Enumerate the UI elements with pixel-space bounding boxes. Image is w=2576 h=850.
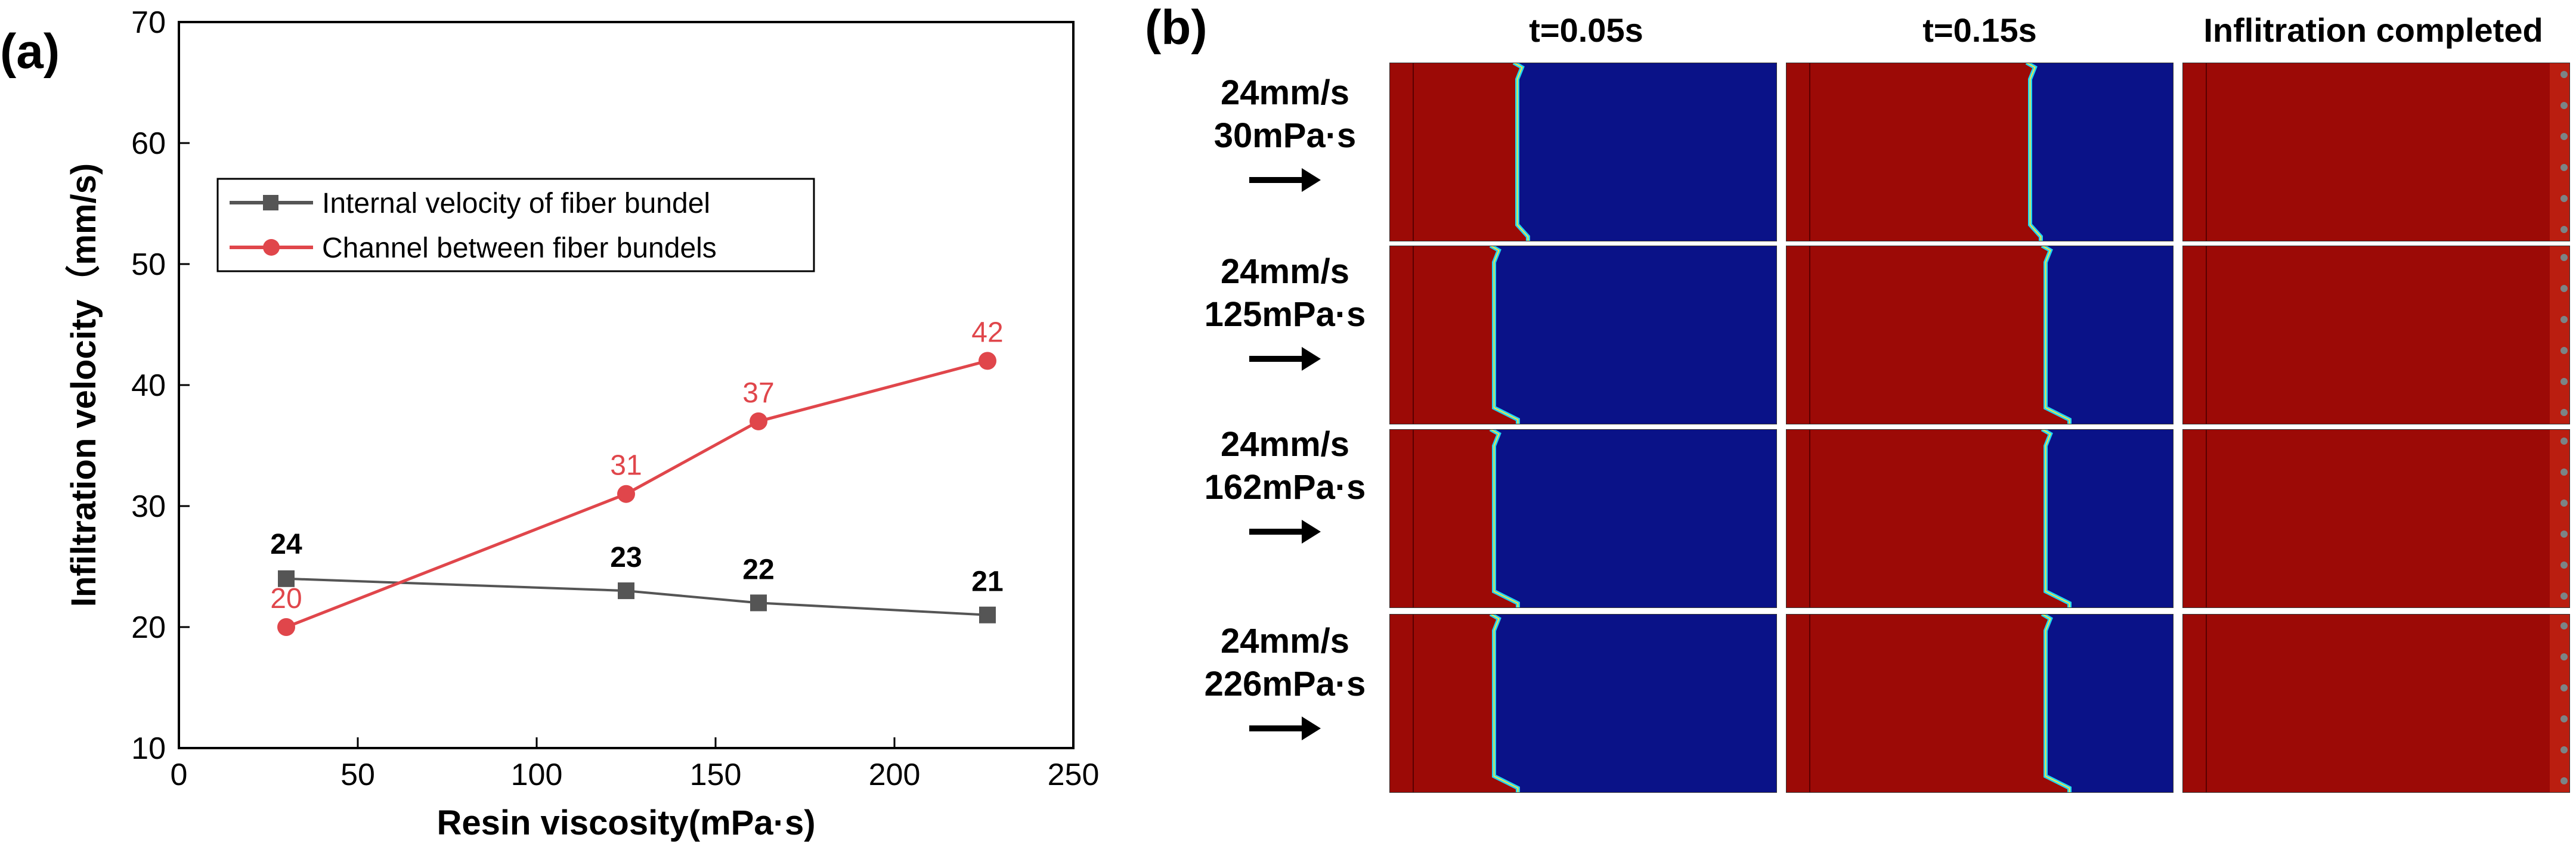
outlet-gradient bbox=[2550, 246, 2570, 424]
data-label: 31 bbox=[610, 450, 642, 482]
simulation-snapshot-r2-c3 bbox=[2182, 246, 2570, 424]
flow-direction-arrow-icon bbox=[1249, 168, 1321, 192]
y-tick-label: 10 bbox=[131, 731, 166, 766]
column-header-t005: t=0.05s bbox=[1529, 11, 1643, 49]
y-tick-label: 50 bbox=[131, 247, 166, 282]
simulation-snapshot-r3-c3 bbox=[2182, 429, 2570, 608]
row-label-4: 24mm/s 226mPa·s bbox=[1193, 620, 1377, 740]
row-speed-label: 24mm/s bbox=[1220, 73, 1350, 112]
resin-region bbox=[1389, 246, 1518, 424]
data-label: 22 bbox=[742, 554, 774, 585]
resin-flow-front-core bbox=[2042, 246, 2070, 424]
resin-flow-front-core bbox=[1513, 63, 1529, 241]
panel-b-label: (b) bbox=[1145, 1, 1208, 55]
series-line-1 bbox=[286, 577, 988, 616]
outlet-gradient bbox=[2550, 614, 2570, 793]
data-point bbox=[278, 570, 295, 587]
x-tick-label: 50 bbox=[340, 758, 375, 792]
x-axis-title: Resin viscosity(mPa·s) bbox=[436, 804, 815, 842]
resin-flow-front-core bbox=[1490, 429, 1519, 608]
column-header-t015: t=0.15s bbox=[1922, 11, 2037, 49]
simulation-snapshot-r4-c3 bbox=[2182, 614, 2570, 793]
plot-area-frame bbox=[178, 21, 1075, 749]
resin-flow-front-core bbox=[2026, 63, 2042, 241]
data-point bbox=[979, 606, 996, 623]
legend-box bbox=[216, 178, 815, 272]
row-label-3: 24mm/s 162mPa·s bbox=[1193, 423, 1377, 544]
simulation-snapshot-r3-c1 bbox=[1389, 429, 1777, 608]
y-axis-title: Infiltration velocity（mm/s) bbox=[64, 163, 103, 607]
legend-marker bbox=[263, 195, 278, 210]
flow-direction-arrow-icon bbox=[1249, 347, 1321, 371]
row-viscosity-label: 226mPa·s bbox=[1204, 665, 1366, 703]
column-header-completed: Inflitration completed bbox=[2203, 11, 2543, 49]
flow-direction-arrow-icon bbox=[1249, 520, 1321, 544]
data-label: 23 bbox=[610, 542, 642, 573]
simulation-snapshot-r1-c1 bbox=[1389, 63, 1777, 241]
resin-region bbox=[1786, 246, 2070, 424]
outlet-gradient bbox=[2550, 429, 2570, 608]
resin-flow-front-core bbox=[1490, 246, 1519, 424]
x-tick-label: 150 bbox=[690, 758, 742, 792]
series-line-2 bbox=[286, 359, 988, 629]
resin-flow-front-core bbox=[1490, 614, 1519, 793]
resin-region bbox=[2182, 429, 2570, 608]
data-label: 24 bbox=[270, 529, 302, 560]
resin-region bbox=[1786, 614, 2070, 793]
data-point bbox=[750, 412, 767, 430]
x-tick-label: 200 bbox=[869, 758, 921, 792]
x-tick-label: 250 bbox=[1048, 758, 1100, 792]
outlet-gradient bbox=[2550, 63, 2570, 241]
resin-region bbox=[1389, 614, 1518, 793]
chart-legend: Internal velocity of fiber bundel Channel… bbox=[216, 178, 815, 272]
resin-region bbox=[1786, 429, 2070, 608]
row-viscosity-label: 162mPa·s bbox=[1204, 468, 1366, 507]
flow-direction-arrow-icon bbox=[1249, 716, 1321, 740]
line-chart: 0 50 100 150 200 250 10 20 30 40 50 60 70 24 23 22 21 20… bbox=[64, 5, 1100, 842]
x-tick-label: 0 bbox=[171, 758, 188, 792]
data-label: 20 bbox=[270, 583, 302, 615]
resin-region bbox=[1786, 63, 2041, 241]
legend-marker bbox=[263, 239, 280, 256]
resin-flow-front-core bbox=[2042, 614, 2070, 793]
row-viscosity-label: 125mPa·s bbox=[1204, 295, 1366, 334]
resin-region bbox=[1389, 63, 1528, 241]
data-label: 42 bbox=[971, 317, 1003, 348]
data-label: 21 bbox=[971, 566, 1003, 598]
row-speed-label: 24mm/s bbox=[1220, 622, 1350, 660]
resin-flow-front-core bbox=[2042, 429, 2070, 608]
row-label-2: 24mm/s 125mPa·s bbox=[1193, 250, 1377, 371]
simulation-snapshot-r1-c3 bbox=[2182, 63, 2570, 241]
resin-region bbox=[2182, 614, 2570, 793]
y-tick-label: 60 bbox=[131, 126, 166, 161]
simulation-snapshot-r2-c1 bbox=[1389, 246, 1777, 424]
data-point bbox=[617, 485, 635, 503]
simulation-snapshot-r3-c2 bbox=[1786, 429, 2174, 608]
resin-region bbox=[2182, 63, 2570, 241]
data-point bbox=[979, 352, 996, 370]
resin-region bbox=[1389, 429, 1518, 608]
row-label-1: 24mm/s 30mPa·s bbox=[1193, 72, 1377, 192]
row-speed-label: 24mm/s bbox=[1220, 425, 1350, 464]
y-tick-label: 40 bbox=[131, 368, 166, 403]
simulation-snapshot-r2-c2 bbox=[1786, 246, 2174, 424]
legend-label: Internal velocity of fiber bundel bbox=[322, 188, 710, 219]
legend-label: Channel between fiber bundels bbox=[322, 232, 717, 264]
row-speed-label: 24mm/s bbox=[1220, 252, 1350, 291]
resin-region bbox=[2182, 246, 2570, 424]
row-viscosity-label: 30mPa·s bbox=[1213, 116, 1357, 155]
y-tick-label: 30 bbox=[131, 489, 166, 524]
data-point bbox=[750, 594, 767, 612]
y-tick-label: 20 bbox=[131, 610, 166, 645]
simulation-snapshot-r1-c2 bbox=[1786, 63, 2174, 241]
data-label: 37 bbox=[742, 377, 774, 409]
simulation-snapshot-r4-c2 bbox=[1786, 614, 2174, 793]
panel-a-label: (a) bbox=[0, 24, 60, 79]
simulation-snapshot-r4-c1 bbox=[1389, 614, 1777, 793]
data-point bbox=[618, 582, 634, 600]
y-tick-label: 70 bbox=[131, 5, 166, 40]
x-tick-label: 100 bbox=[511, 758, 563, 792]
data-point bbox=[277, 618, 295, 636]
